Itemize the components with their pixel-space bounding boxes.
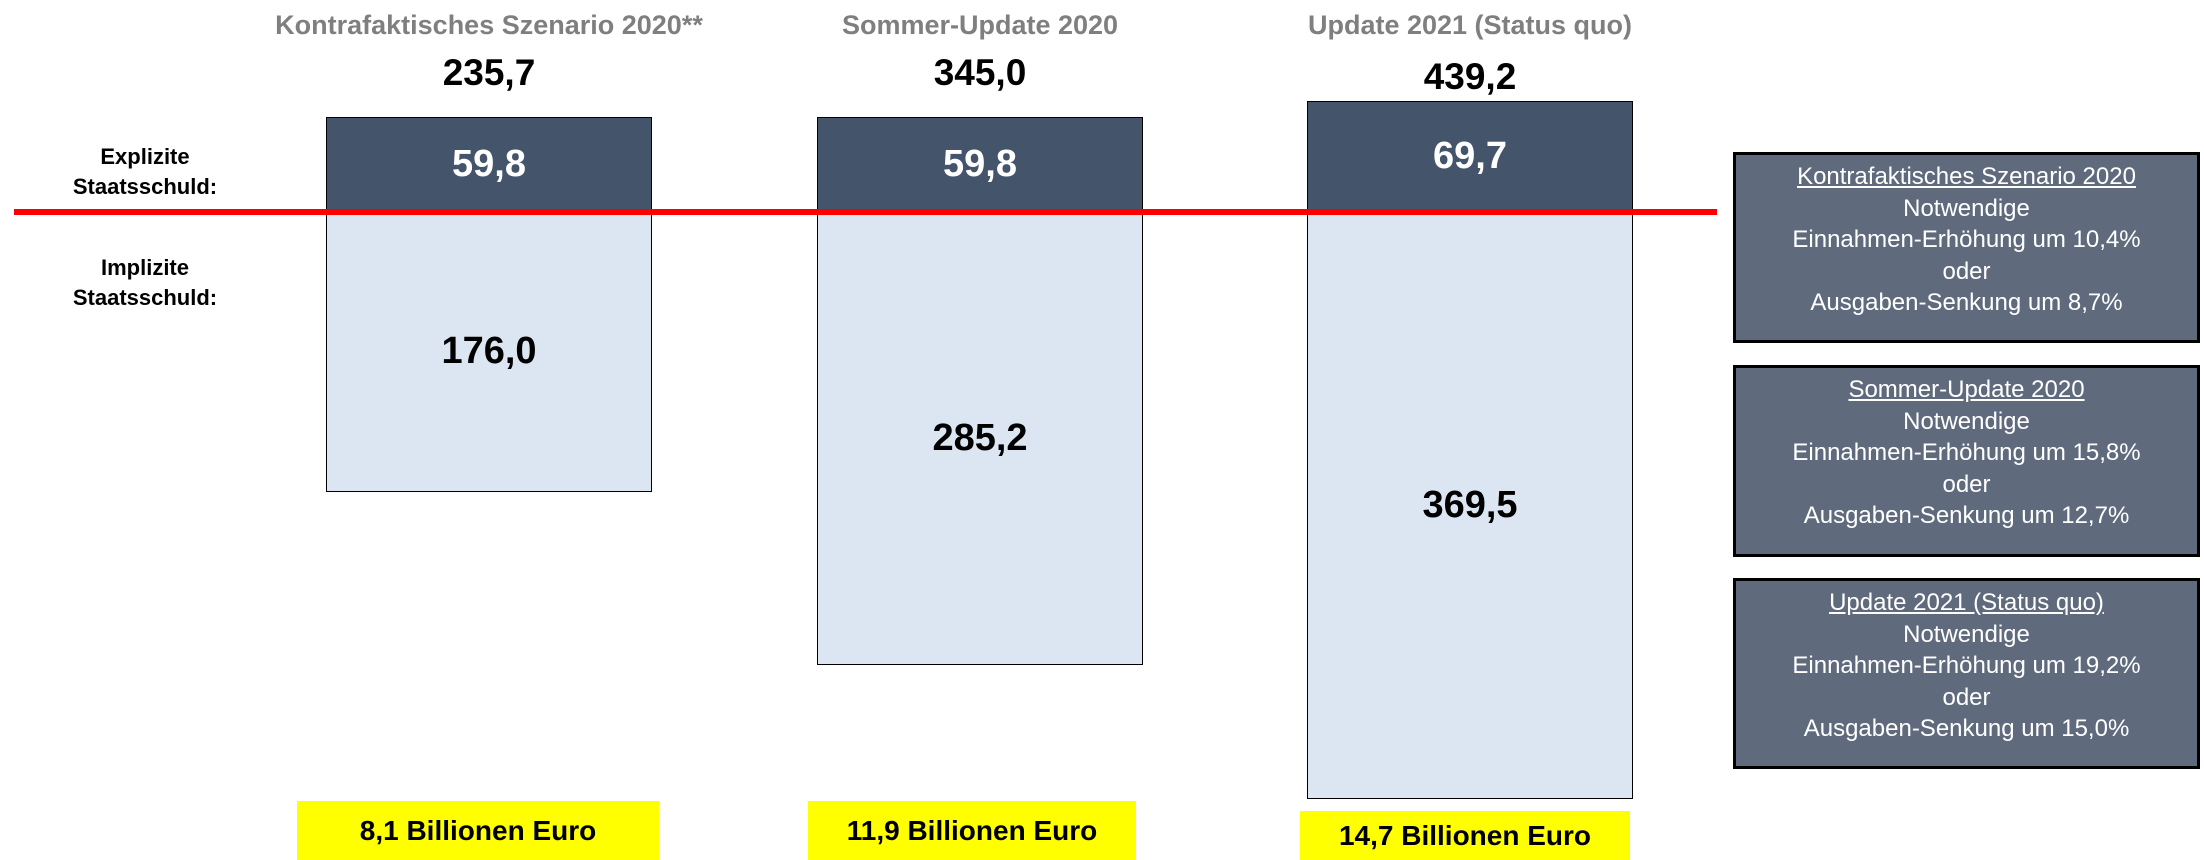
bar-explicit bbox=[817, 116, 1143, 212]
bar-implicit bbox=[1307, 212, 1633, 800]
value-label: 285,2 bbox=[932, 417, 1028, 460]
bottom-label: 11,9 Billionen Euro bbox=[808, 801, 1136, 860]
info-box: Update 2021 (Status quo) Notwendige Einnah… bbox=[1733, 578, 2200, 769]
value-label: 176,0 bbox=[441, 330, 537, 373]
box-title: Sommer-Update 2020 bbox=[1848, 376, 2085, 403]
box-line: oder bbox=[1942, 470, 1991, 498]
box-line: Einnahmen-Erhöhung um 15,8% bbox=[1792, 439, 2141, 466]
category-label: Kontrafaktisches Szenario 2020** bbox=[275, 9, 703, 40]
box-line: Notwendige bbox=[1903, 620, 2030, 648]
zero-line bbox=[14, 209, 1717, 215]
series-label: Implizite Staatsschuld: bbox=[72, 255, 218, 310]
box-line: Notwendige bbox=[1903, 407, 2030, 435]
bar-implicit bbox=[326, 212, 652, 492]
total-label: 235,7 bbox=[442, 52, 536, 93]
box-line: Ausgaben-Senkung um 12,7% bbox=[1803, 502, 2130, 529]
box-line: Ausgaben-Senkung um 8,7% bbox=[1810, 289, 2123, 316]
total-label: 345,0 bbox=[933, 52, 1027, 93]
bottom-label: 8,1 Billionen Euro bbox=[297, 801, 659, 860]
box-line: Einnahmen-Erhöhung um 19,2% bbox=[1792, 652, 2141, 679]
bar-implicit bbox=[817, 212, 1143, 666]
box-line: oder bbox=[1942, 683, 1991, 711]
info-box: Sommer-Update 2020 Notwendige Einnahmen-Er… bbox=[1733, 365, 2200, 557]
box-title: Kontrafaktisches Szenario 2020 bbox=[1797, 163, 2136, 190]
box-line: Ausgaben-Senkung um 15,0% bbox=[1803, 715, 2130, 742]
box-line: Notwendige bbox=[1903, 194, 2030, 222]
value-label: 69,7 bbox=[1433, 135, 1507, 178]
box-line: oder bbox=[1942, 257, 1991, 285]
value-label: 369,5 bbox=[1422, 484, 1518, 527]
category-label: Update 2021 (Status quo) bbox=[1307, 9, 1633, 40]
box-title: Update 2021 (Status quo) bbox=[1829, 589, 2104, 616]
bar-explicit bbox=[1307, 101, 1633, 212]
info-box: Kontrafaktisches Szenario 2020 Notwendige… bbox=[1733, 152, 2200, 343]
bar-explicit bbox=[326, 116, 652, 212]
series-label: Explizite Staatsschuld: bbox=[72, 144, 218, 199]
value-label: 59,8 bbox=[943, 142, 1017, 185]
box-line: Einnahmen-Erhöhung um 10,4% bbox=[1792, 226, 2141, 253]
total-label: 439,2 bbox=[1423, 56, 1517, 97]
value-label: 59,8 bbox=[452, 142, 526, 185]
category-label: Sommer-Update 2020 bbox=[841, 9, 1119, 40]
bottom-label: 14,7 Billionen Euro bbox=[1300, 811, 1630, 860]
